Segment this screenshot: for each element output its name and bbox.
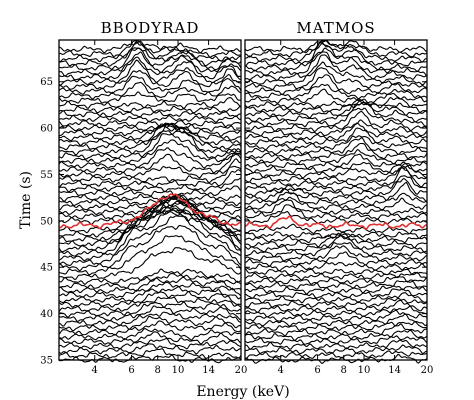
x-tick-label: 20 — [421, 365, 434, 376]
y-tick-label: 50 — [40, 216, 53, 227]
x-tick-label: 4 — [278, 365, 284, 376]
traces-bbodyrad — [59, 41, 241, 363]
spectrum-trace — [59, 344, 241, 354]
x-tick-label: 6 — [128, 365, 134, 376]
spectrum-trace — [59, 92, 241, 103]
spectrum-trace — [59, 199, 241, 205]
x-tick-label: 10 — [172, 365, 185, 376]
x-tick-labels: 4 6 8 10 14 20 4 6 8 10 14 20 — [92, 365, 434, 376]
panel-title-matmos: MATMOS — [296, 19, 375, 37]
y-tick-label: 65 — [40, 77, 53, 88]
spectrum-trace — [59, 41, 241, 53]
spectrum-trace — [245, 183, 427, 202]
spectrum-trace — [245, 300, 427, 312]
spectrum-trace — [245, 41, 427, 52]
traces-matmos — [245, 41, 427, 363]
spectrum-trace — [245, 197, 427, 210]
spectrum-trace — [59, 48, 241, 70]
spectrum-trace — [245, 103, 427, 123]
spectrum-trace — [245, 269, 427, 275]
x-tick-label: 4 — [92, 365, 98, 376]
x-tick-label: 8 — [155, 365, 161, 376]
spectrum-trace — [59, 321, 241, 335]
spectrum-trace — [245, 293, 427, 303]
spectrum-trace — [59, 41, 241, 57]
y-tick-labels: 35 40 45 50 55 60 65 — [40, 77, 53, 366]
x-ticks-bbodyrad — [95, 40, 241, 360]
x-axis-label: Energy (keV) — [196, 384, 289, 400]
spectrum-trace — [245, 272, 427, 279]
spectrum-trace — [59, 355, 241, 363]
y-tick-label: 45 — [40, 263, 53, 274]
y-tick-label: 35 — [40, 356, 53, 367]
spectrum-trace — [59, 111, 241, 117]
x-tick-label: 6 — [314, 365, 320, 376]
y-tick-label: 40 — [40, 309, 53, 320]
panel-matmos: MATMOS — [245, 19, 427, 363]
x-tick-label: 10 — [358, 365, 371, 376]
x-tick-label: 14 — [388, 365, 401, 376]
y-tick-label: 60 — [40, 124, 53, 135]
spectrum-trace — [245, 322, 427, 331]
y-tick-label: 55 — [40, 170, 53, 181]
spectrum-trace — [59, 124, 241, 141]
spectrum-trace — [59, 153, 241, 172]
spectrum-trace — [59, 71, 241, 90]
x-tick-label: 8 — [341, 365, 347, 376]
x-tick-label: 14 — [202, 365, 215, 376]
panel-title-bbodyrad: BBODYRAD — [101, 19, 200, 37]
spectrum-trace — [245, 355, 427, 364]
y-axis-label: Time (s) — [18, 171, 34, 229]
panel-bbodyrad: BBODYRAD — [59, 19, 241, 363]
x-tick-label: 20 — [235, 365, 248, 376]
spectrum-trace — [59, 134, 241, 159]
spectrum-trace — [59, 349, 241, 359]
highlight-trace — [245, 216, 427, 229]
